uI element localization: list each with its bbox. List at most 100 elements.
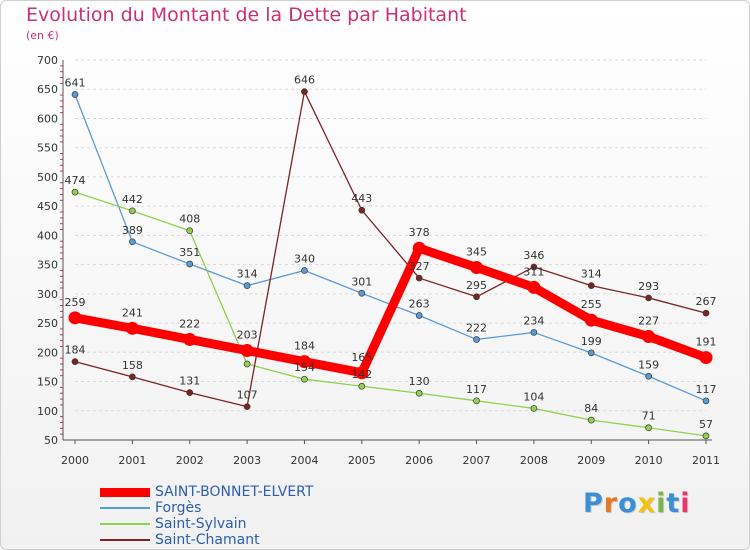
chart-title: Evolution du Montant de la Dette par Hab… xyxy=(26,4,467,26)
x-tick-label: 2001 xyxy=(118,454,146,467)
data-point xyxy=(129,373,136,381)
y-tick-label: 700 xyxy=(37,54,58,67)
data-label: 191 xyxy=(696,336,717,349)
series-line xyxy=(74,93,707,402)
data-point xyxy=(358,289,366,297)
data-label: 57 xyxy=(699,418,713,431)
data-point xyxy=(301,88,308,95)
data-label: 442 xyxy=(122,193,143,206)
data-label: 443 xyxy=(351,192,372,205)
legend-label: SAINT-BONNET-ELVERT xyxy=(155,484,314,500)
data-label: 293 xyxy=(638,280,659,293)
y-tick-label: 550 xyxy=(37,142,58,155)
data-point xyxy=(243,360,251,368)
data-point xyxy=(243,403,251,411)
data-label: 104 xyxy=(523,390,544,403)
series-lines xyxy=(68,88,713,440)
data-point xyxy=(642,330,656,344)
data-point xyxy=(645,372,652,380)
logo-letter: P xyxy=(583,488,604,519)
data-point xyxy=(240,344,254,358)
legend-label: Saint-Sylvain xyxy=(155,516,247,532)
legend-label: Saint-Chamant xyxy=(155,532,260,548)
data-point xyxy=(527,280,541,294)
data-label: 117 xyxy=(466,383,487,396)
data-label: 267 xyxy=(696,295,717,308)
x-tick-label: 2000 xyxy=(61,454,89,467)
y-tick-label: 350 xyxy=(37,259,58,272)
data-label: 159 xyxy=(638,358,659,371)
data-label: 314 xyxy=(581,268,602,281)
data-point xyxy=(129,238,136,246)
data-label: 165 xyxy=(351,351,372,364)
data-point xyxy=(183,332,197,346)
data-label: 340 xyxy=(294,252,315,265)
logo-letter: r xyxy=(603,488,619,519)
chart-unit: (en €) xyxy=(26,29,59,42)
data-point xyxy=(470,261,484,275)
data-label: 71 xyxy=(642,410,656,423)
data-point xyxy=(71,358,79,366)
data-point xyxy=(702,432,710,440)
data-label: 184 xyxy=(294,340,315,353)
data-label: 641 xyxy=(65,76,86,89)
legend-swatch xyxy=(100,507,150,509)
y-tick-label: 600 xyxy=(37,112,58,125)
data-label: 378 xyxy=(409,226,430,239)
y-tick-label: 400 xyxy=(37,229,58,242)
y-tick-label: 150 xyxy=(37,376,58,389)
data-point xyxy=(645,294,652,302)
data-label: 222 xyxy=(179,317,200,330)
x-tick-label: 2007 xyxy=(463,454,491,467)
data-point xyxy=(702,397,710,405)
series-line xyxy=(74,191,707,437)
data-point xyxy=(358,382,366,390)
legend-swatch xyxy=(100,487,150,497)
y-tick-label: 300 xyxy=(37,288,58,301)
data-point xyxy=(473,336,480,343)
y-tick-label: 100 xyxy=(37,405,58,418)
data-label: 203 xyxy=(237,329,258,342)
data-label: 241 xyxy=(122,306,143,319)
data-label: 351 xyxy=(179,246,200,259)
data-label: 346 xyxy=(523,249,544,262)
data-label: 314 xyxy=(237,268,258,281)
data-point xyxy=(243,282,251,290)
data-label: 117 xyxy=(696,383,717,396)
data-point xyxy=(587,416,595,424)
data-point xyxy=(186,227,194,235)
data-label: 474 xyxy=(65,174,86,187)
data-point xyxy=(358,206,366,214)
y-tick-label: 250 xyxy=(37,317,58,330)
data-label: 142 xyxy=(351,368,372,381)
x-tick-label: 2011 xyxy=(692,454,720,467)
data-label: 131 xyxy=(179,375,200,388)
data-point xyxy=(415,389,423,397)
series-line xyxy=(74,90,707,408)
data-label: 154 xyxy=(294,361,315,374)
legend-label: Forgès xyxy=(155,500,202,516)
data-point xyxy=(129,207,136,215)
data-point xyxy=(68,311,82,325)
data-label: 84 xyxy=(584,402,598,415)
y-tick-label: 200 xyxy=(37,346,58,359)
legend-swatch xyxy=(100,539,150,541)
x-tick-label: 2004 xyxy=(290,454,318,467)
data-point xyxy=(71,188,79,196)
data-point xyxy=(71,91,79,98)
legend-swatch xyxy=(100,523,150,525)
y-tick-label: 450 xyxy=(37,200,58,213)
data-label: 389 xyxy=(122,224,143,237)
data-point xyxy=(473,397,480,405)
x-tick-label: 2002 xyxy=(176,454,204,467)
y-tick-label: 50 xyxy=(44,434,58,447)
data-point xyxy=(699,351,713,365)
data-label: 327 xyxy=(409,260,430,273)
data-point xyxy=(473,293,480,301)
axes: 50 100 150 200 250 300 350 400 450 500 550 600 650 70… xyxy=(37,54,720,467)
data-label: 130 xyxy=(409,375,430,388)
data-point xyxy=(702,309,710,317)
y-tick-label: 650 xyxy=(37,83,58,96)
logo-letter: o xyxy=(618,488,638,519)
